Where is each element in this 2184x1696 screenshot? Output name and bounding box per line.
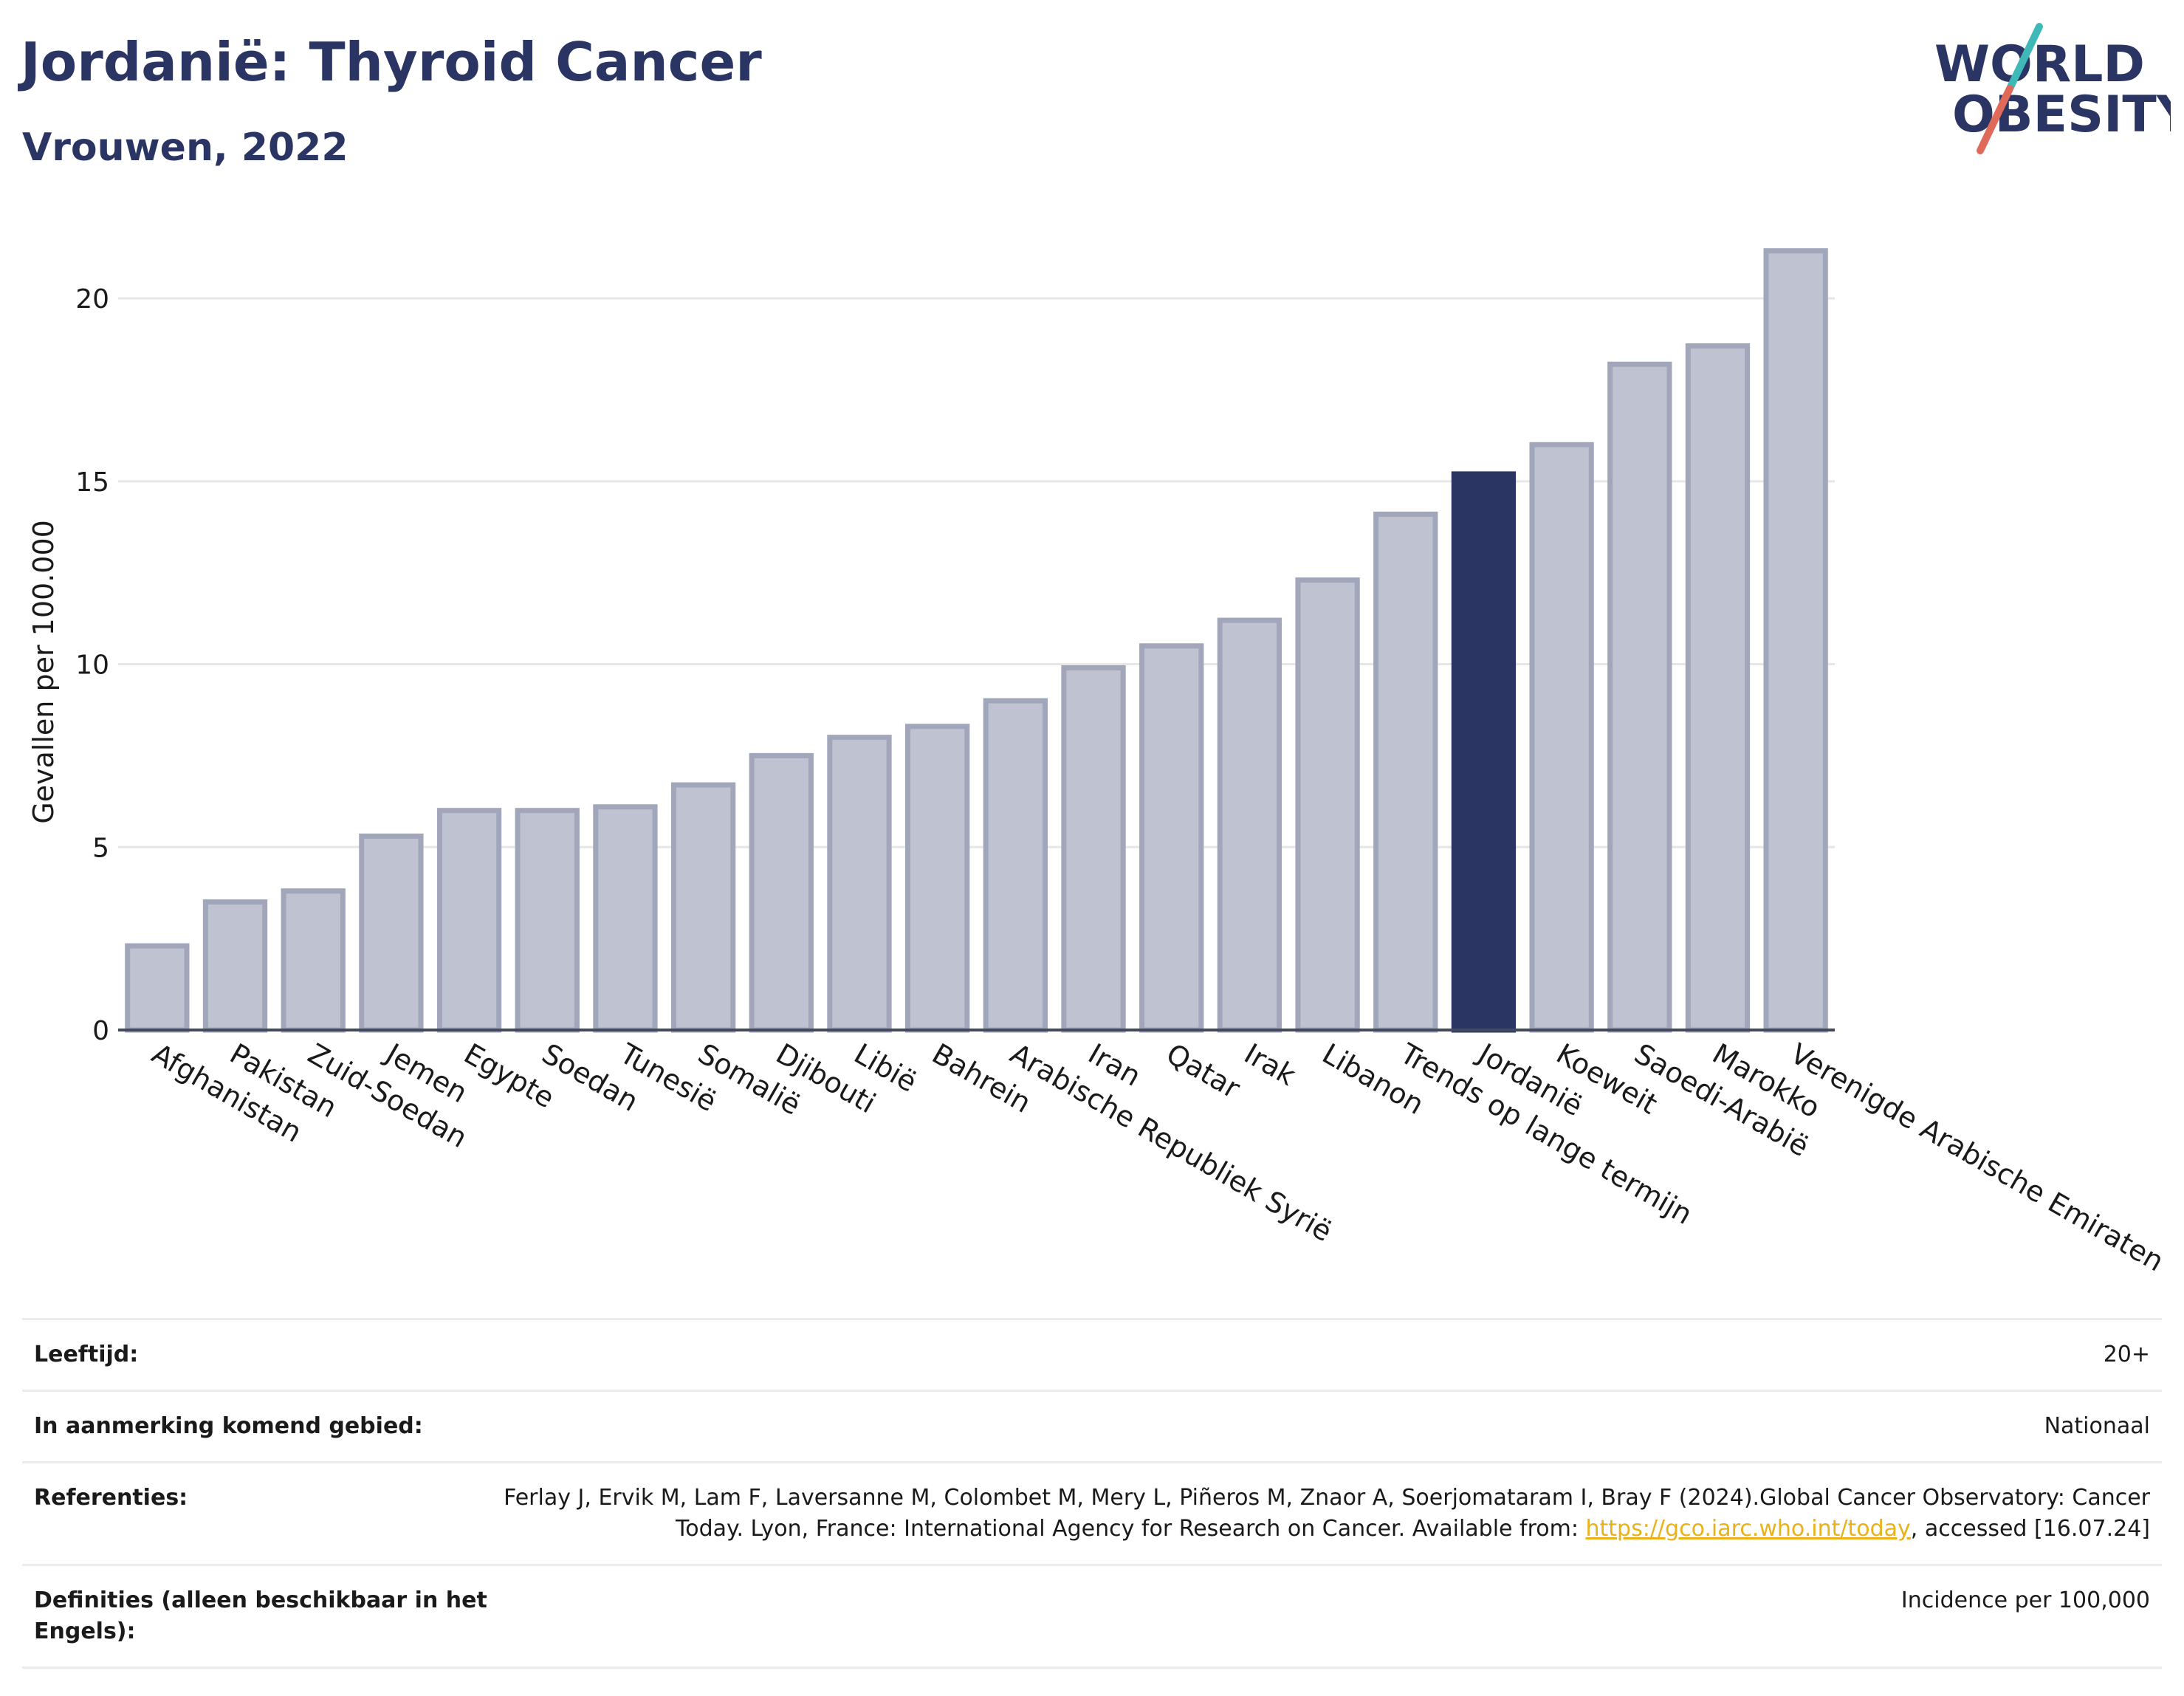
world-obesity-logo: WORLD OBESITY: [1934, 23, 2171, 154]
page-subtitle: Vrouwen, 2022: [22, 126, 348, 170]
bar: [202, 899, 268, 1033]
bar: [1295, 577, 1360, 1033]
page-title: Jordanië: Thyroid Cancer: [21, 31, 762, 93]
definitions-label: Definities (alleen beschikbaar in het En…: [34, 1587, 487, 1644]
bar: [281, 888, 346, 1033]
bar: [1607, 361, 1672, 1033]
bar: [125, 943, 190, 1033]
age-value: 20+: [2103, 1342, 2150, 1367]
bar-highlighted: [1451, 471, 1517, 1033]
y-tick-label: 10: [75, 650, 109, 681]
bar: [1529, 442, 1594, 1033]
x-tick-label: Irak: [1239, 1037, 1301, 1092]
meta-row-area: In aanmerking komend gebied: Nationaal: [22, 1390, 2162, 1461]
references-accessed: , accessed [16.07.24]: [1910, 1516, 2150, 1542]
area-label: In aanmerking komend gebied:: [34, 1413, 423, 1439]
bar-chart: 05101520AfghanistanPakistanZuid-SoedanJe…: [27, 248, 2169, 1278]
x-tick-label: Egypte: [459, 1037, 560, 1115]
logo-line-world: WORLD: [1934, 35, 2145, 94]
bar: [359, 833, 424, 1033]
bar: [1217, 617, 1282, 1033]
bar: [749, 752, 814, 1033]
y-axis-label: Gevallen per 100.000: [27, 520, 60, 824]
references-link[interactable]: https://gco.iarc.who.int/today: [1585, 1516, 1911, 1542]
bar: [1373, 511, 1438, 1033]
bar: [983, 698, 1048, 1033]
bar: [1685, 343, 1751, 1033]
bar: [1061, 665, 1126, 1033]
area-value: Nationaal: [2044, 1413, 2150, 1439]
bar: [1139, 643, 1204, 1033]
bar: [593, 804, 658, 1033]
y-tick-label: 0: [92, 1016, 109, 1046]
metadata-table: Leeftijd: 20+ In aanmerking komend gebie…: [22, 1318, 2162, 1669]
age-label: Leeftijd:: [34, 1342, 139, 1367]
definitions-value: Incidence per 100,000: [1900, 1587, 2150, 1613]
meta-row-definitions: Definities (alleen beschikbaar in het En…: [22, 1564, 2162, 1669]
bar: [905, 724, 970, 1033]
x-tick-label: Qatar: [1161, 1037, 1246, 1105]
references-label: Referenties:: [34, 1485, 188, 1511]
references-text: Ferlay J, Ervik M, Lam F, Laversanne M, …: [504, 1485, 2150, 1542]
meta-row-age: Leeftijd: 20+: [22, 1318, 2162, 1390]
x-tick-label: Verenigde Arabische Emiraten: [1785, 1037, 2169, 1278]
logo-slash-red: [1977, 85, 2013, 154]
y-tick-label: 5: [92, 833, 109, 863]
bar: [670, 782, 736, 1033]
meta-row-references: Referenties: Ferlay J, Ervik M, Lam F, L…: [22, 1461, 2162, 1564]
y-tick-label: 15: [75, 467, 109, 498]
bar: [515, 808, 580, 1033]
bar: [827, 735, 892, 1033]
bar: [1763, 248, 1828, 1033]
logo-slash-teal: [2006, 23, 2043, 92]
references-value: Ferlay J, Ervik M, Lam F, Laversanne M, …: [492, 1483, 2150, 1545]
y-tick-label: 20: [75, 284, 109, 315]
bar: [436, 808, 502, 1033]
